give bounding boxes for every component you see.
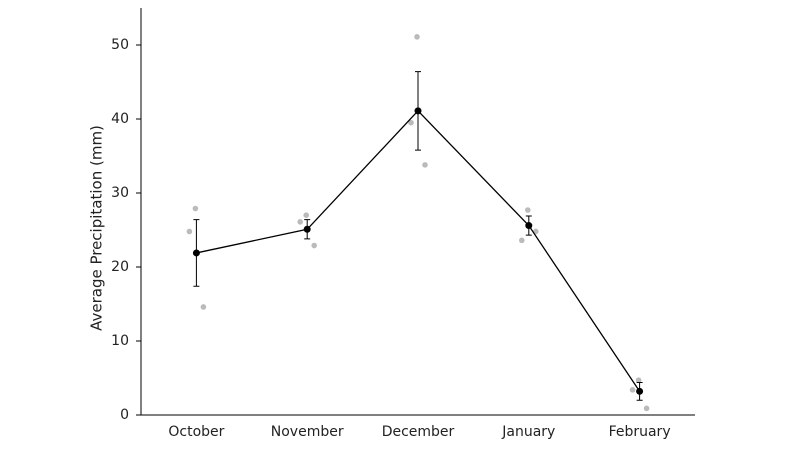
y-tick-label: 40 bbox=[111, 111, 129, 127]
observation-point bbox=[414, 34, 420, 40]
y-tick-label: 10 bbox=[111, 333, 129, 349]
y-tick-label: 30 bbox=[111, 185, 129, 201]
observation-point bbox=[311, 242, 318, 249]
observation-point bbox=[297, 219, 304, 225]
observation-point bbox=[643, 405, 650, 412]
mean-point bbox=[414, 107, 422, 115]
observation-point bbox=[200, 304, 207, 310]
observation-point bbox=[635, 377, 642, 384]
mean-point bbox=[525, 222, 533, 230]
y-tick-label: 20 bbox=[111, 259, 129, 275]
x-tick-label: October bbox=[168, 424, 224, 440]
observation-point bbox=[422, 162, 428, 168]
observation-point bbox=[186, 228, 193, 235]
mean-point bbox=[192, 249, 200, 257]
observation-point bbox=[408, 119, 414, 126]
observation-point bbox=[629, 387, 636, 393]
observation-point bbox=[192, 205, 199, 212]
x-tick-label: December bbox=[382, 424, 455, 440]
y-tick-label: 0 bbox=[120, 407, 129, 423]
mean-point bbox=[636, 387, 644, 395]
mean-point bbox=[303, 225, 311, 233]
series-line bbox=[196, 109, 641, 392]
x-tick-label: November bbox=[271, 424, 344, 440]
y-axis-label: Average Precipitation (mm) bbox=[88, 125, 106, 331]
y-tick-label: 50 bbox=[111, 37, 129, 53]
observation-point bbox=[303, 212, 310, 218]
observation-point bbox=[519, 237, 525, 244]
x-tick-label: January bbox=[501, 424, 555, 440]
x-tick-label: February bbox=[609, 424, 671, 440]
observation-point bbox=[525, 207, 531, 213]
